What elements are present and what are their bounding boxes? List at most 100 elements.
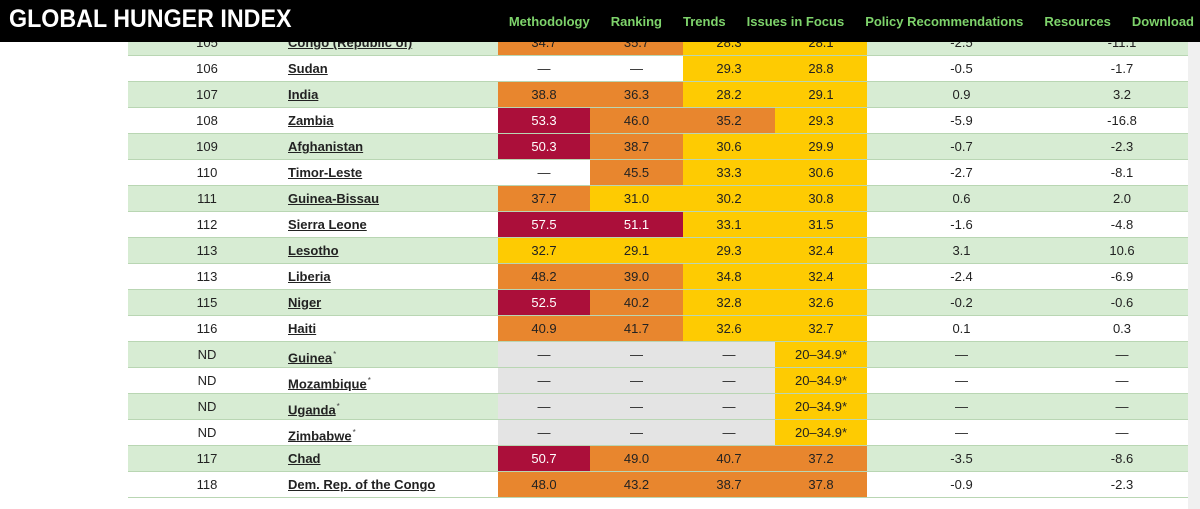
ghi-score-cell: 34.8 — [683, 264, 775, 289]
country-cell: Liberia — [288, 264, 498, 289]
rank-cell: ND — [197, 399, 217, 414]
site-logo[interactable]: GLOBAL HUNGER INDEX — [9, 5, 292, 33]
ghi-score-cell: 38.7 — [590, 134, 683, 159]
table-row: 111 Guinea-Bissau 37.7 31.0 30.2 30.8 0.6 2.0 — [128, 186, 1200, 212]
country-link[interactable]: Zambia — [288, 113, 334, 128]
country-cell: Zimbabwe* — [288, 420, 498, 445]
country-link[interactable]: Guinea — [288, 350, 333, 366]
percent-change-cell: — — [1115, 347, 1129, 362]
absolute-change-cell: -0.2 — [950, 295, 973, 310]
ghi-score-cell: 29.3 — [683, 56, 775, 81]
ghi-score-cell: 28.2 — [683, 82, 775, 107]
ghi-score-cell: 46.0 — [590, 108, 683, 133]
country-cell: Guinea* — [288, 342, 498, 367]
nav-resources[interactable]: Resources — [1044, 13, 1111, 29]
country-cell: Chad — [288, 446, 498, 471]
absolute-change-cell: 0.6 — [952, 191, 971, 206]
rank-cell: 113 — [196, 269, 218, 284]
ghi-score-cell: 53.3 — [498, 108, 590, 133]
rank-cell: 112 — [196, 217, 218, 232]
ghi-score-cell: 29.3 — [683, 238, 775, 263]
table-row: 113 Liberia 48.2 39.0 34.8 32.4 -2.4 -6.9 — [128, 264, 1200, 290]
ghi-score-cell: 30.6 — [775, 160, 867, 185]
ghi-score-cell: 20–34.9* — [775, 368, 867, 393]
percent-change-cell: -0.6 — [1110, 295, 1134, 310]
ghi-score-cell: 48.2 — [498, 264, 590, 289]
ghi-score-cell: 52.5 — [498, 290, 590, 315]
ghi-score-cell: — — [630, 61, 643, 76]
ghi-score-cell: — — [498, 342, 590, 367]
ghi-score-cell: 20–34.9* — [775, 394, 867, 419]
absolute-change-cell: -0.7 — [950, 139, 973, 154]
country-cell: Timor-Leste — [288, 160, 498, 185]
country-link[interactable]: Guinea-Bissau — [288, 191, 380, 206]
country-cell: Dem. Rep. of the Congo — [288, 472, 498, 497]
ghi-score-cell: 51.1 — [590, 212, 683, 237]
country-link[interactable]: Timor-Leste — [288, 165, 363, 180]
absolute-change-cell: 0.1 — [952, 321, 971, 336]
table-row: 106 Sudan — — 29.3 28.8 -0.5 -1.7 — [128, 56, 1200, 82]
rank-cell: ND — [197, 373, 217, 388]
ghi-score-cell: 41.7 — [590, 316, 683, 341]
ghi-score-cell: 37.2 — [775, 446, 867, 471]
rank-cell: 113 — [196, 243, 218, 258]
absolute-change-cell: -1.6 — [950, 217, 973, 232]
country-link[interactable]: Sudan — [288, 61, 328, 76]
ghi-score-cell: — — [590, 394, 683, 419]
footnote-marker: * — [367, 376, 371, 385]
ghi-score-cell: — — [498, 368, 590, 393]
rank-cell: 106 — [196, 61, 218, 76]
ghi-score-cell: 28.8 — [775, 56, 867, 81]
country-link[interactable]: Haiti — [288, 321, 317, 336]
country-link[interactable]: Afghanistan — [288, 139, 364, 154]
nav-methodology[interactable]: Methodology — [508, 13, 590, 29]
percent-change-cell: -2.3 — [1110, 477, 1134, 492]
percent-change-cell: -16.8 — [1107, 113, 1137, 128]
footnote-marker: * — [336, 402, 340, 411]
ghi-score-cell: 50.7 — [498, 446, 590, 471]
table-row: 117 Chad 50.7 49.0 40.7 37.2 -3.5 -8.6 — [128, 446, 1200, 472]
country-cell: Sudan — [288, 56, 498, 81]
rank-cell: 116 — [196, 321, 218, 336]
table-row: 107 India 38.8 36.3 28.2 29.1 0.9 3.2 — [128, 82, 1200, 108]
country-link[interactable]: Sierra Leone — [288, 217, 367, 232]
table-row: 115 Niger 52.5 40.2 32.8 32.6 -0.2 -0.6 — [128, 290, 1200, 316]
ghi-score-cell: 29.1 — [590, 238, 683, 263]
country-link[interactable]: Niger — [288, 295, 322, 310]
ghi-score-cell: 37.7 — [498, 186, 590, 211]
table-row: ND Zimbabwe* — — —20–34.9* — — — [128, 420, 1200, 446]
ghi-score-cell: 48.0 — [498, 472, 590, 497]
absolute-change-cell: -0.9 — [950, 477, 973, 492]
country-link[interactable]: Uganda — [288, 402, 336, 418]
country-link[interactable]: Chad — [288, 451, 321, 466]
ranking-table: 105 Congo (Republic of) 34.7 35.7 28.3 28.1 -2… — [128, 30, 1200, 498]
country-cell: Haiti — [288, 316, 498, 341]
absolute-change-cell: -3.5 — [950, 451, 973, 466]
country-cell: Sierra Leone — [288, 212, 498, 237]
ghi-score-cell: 39.0 — [590, 264, 683, 289]
nav-issues-in-focus[interactable]: Issues in Focus — [746, 13, 845, 29]
table-row: 108 Zambia 53.3 46.0 35.2 29.3 -5.9 -16.8 — [128, 108, 1200, 134]
country-link[interactable]: Dem. Rep. of the Congo — [288, 477, 436, 492]
country-link[interactable]: Mozambique — [288, 376, 367, 392]
country-link[interactable]: Lesotho — [288, 243, 339, 258]
page-scrollbar[interactable] — [1188, 42, 1200, 509]
ghi-score-cell: — — [498, 420, 590, 445]
rank-cell: ND — [197, 347, 217, 362]
nav-policy-recommendations[interactable]: Policy Recommendations — [865, 13, 1024, 29]
ghi-score-cell: 32.7 — [775, 316, 867, 341]
country-link[interactable]: Zimbabwe — [288, 428, 352, 444]
ghi-score-cell: 33.3 — [683, 160, 775, 185]
nav-download[interactable]: Download — [1131, 13, 1194, 29]
nav-trends[interactable]: Trends — [683, 13, 726, 29]
percent-change-cell: -8.6 — [1110, 451, 1134, 466]
country-link[interactable]: Liberia — [288, 269, 331, 284]
ghi-score-cell: 20–34.9* — [775, 342, 867, 367]
ghi-score-cell: — — [683, 342, 775, 367]
ghi-score-cell: 36.3 — [590, 82, 683, 107]
country-link[interactable]: India — [288, 87, 319, 102]
percent-change-cell: 0.3 — [1112, 321, 1132, 336]
nav-ranking[interactable]: Ranking — [610, 13, 663, 29]
absolute-change-cell: — — [955, 425, 968, 440]
country-cell: Lesotho — [288, 238, 498, 263]
